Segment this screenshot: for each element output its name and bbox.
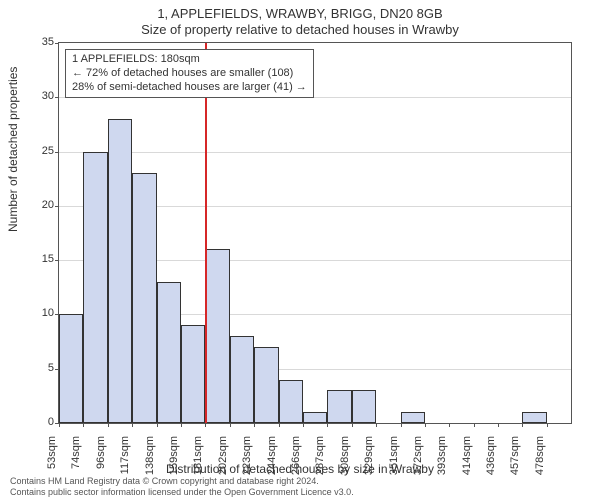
x-tick-mark — [132, 423, 133, 427]
footer-line2: Contains public sector information licen… — [10, 487, 354, 498]
x-tick-label: 351sqm — [388, 436, 400, 496]
y-tick-label: 35 — [14, 36, 54, 48]
x-tick-mark — [59, 423, 60, 427]
x-tick-label: 159sqm — [168, 436, 180, 496]
x-tick-label: 244sqm — [266, 436, 278, 496]
histogram-bar — [108, 119, 132, 423]
annotation-line2: ← 72% of detached houses are smaller (10… — [72, 67, 307, 81]
x-tick-mark — [254, 423, 255, 427]
x-tick-label: 96sqm — [95, 436, 107, 496]
y-tick-label: 0 — [14, 416, 54, 428]
x-tick-label: 53sqm — [46, 436, 58, 496]
x-tick-label: 181sqm — [192, 436, 204, 496]
y-tick-label: 25 — [14, 145, 54, 157]
x-tick-mark — [522, 423, 523, 427]
annotation-box: 1 APPLEFIELDS: 180sqm ← 72% of detached … — [65, 49, 314, 98]
x-tick-label: 436sqm — [485, 436, 497, 496]
x-tick-mark — [205, 423, 206, 427]
y-tick-mark — [55, 43, 59, 44]
footer-line1: Contains HM Land Registry data © Crown c… — [10, 476, 354, 487]
y-tick-mark — [55, 152, 59, 153]
x-tick-mark — [303, 423, 304, 427]
x-tick-label: 223sqm — [241, 436, 253, 496]
y-tick-mark — [55, 260, 59, 261]
chart-title-line2: Size of property relative to detached ho… — [0, 22, 600, 37]
y-tick-mark — [55, 206, 59, 207]
x-tick-mark — [376, 423, 377, 427]
reference-line — [205, 43, 207, 423]
x-tick-mark — [498, 423, 499, 427]
x-tick-mark — [547, 423, 548, 427]
plot-area: 1 APPLEFIELDS: 180sqm ← 72% of detached … — [58, 42, 572, 424]
chart-title-line1: 1, APPLEFIELDS, WRAWBY, BRIGG, DN20 8GB — [0, 6, 600, 21]
x-tick-label: 308sqm — [339, 436, 351, 496]
histogram-bar — [401, 412, 425, 423]
histogram-bar — [157, 282, 181, 423]
x-tick-mark — [425, 423, 426, 427]
histogram-bar — [83, 152, 107, 423]
x-tick-mark — [327, 423, 328, 427]
x-tick-label: 414sqm — [461, 436, 473, 496]
x-tick-label: 287sqm — [314, 436, 326, 496]
y-tick-label: 30 — [14, 90, 54, 102]
x-tick-mark — [108, 423, 109, 427]
histogram-bar — [279, 380, 303, 423]
x-tick-label: 138sqm — [144, 436, 156, 496]
x-tick-mark — [352, 423, 353, 427]
gridline — [59, 152, 571, 153]
x-tick-label: 457sqm — [509, 436, 521, 496]
x-tick-label: 393sqm — [436, 436, 448, 496]
x-tick-label: 202sqm — [217, 436, 229, 496]
y-tick-mark — [55, 97, 59, 98]
x-tick-label: 372sqm — [412, 436, 424, 496]
x-tick-mark — [83, 423, 84, 427]
x-tick-mark — [474, 423, 475, 427]
annotation-line1: 1 APPLEFIELDS: 180sqm — [72, 53, 307, 67]
x-tick-label: 266sqm — [290, 436, 302, 496]
histogram-bar — [59, 314, 83, 423]
footer-text: Contains HM Land Registry data © Crown c… — [10, 476, 354, 498]
histogram-bar — [522, 412, 546, 423]
y-tick-label: 15 — [14, 253, 54, 265]
x-tick-label: 478sqm — [534, 436, 546, 496]
histogram-bar — [205, 249, 229, 423]
x-tick-label: 117sqm — [119, 436, 131, 496]
y-tick-label: 5 — [14, 362, 54, 374]
x-tick-mark — [449, 423, 450, 427]
annotation-line3: 28% of semi-detached houses are larger (… — [72, 81, 307, 95]
x-tick-mark — [157, 423, 158, 427]
histogram-bar — [327, 390, 351, 423]
histogram-bar — [181, 325, 205, 423]
histogram-bar — [254, 347, 278, 423]
x-tick-mark — [181, 423, 182, 427]
chart-container: 1, APPLEFIELDS, WRAWBY, BRIGG, DN20 8GB … — [0, 0, 600, 500]
x-tick-label: 74sqm — [70, 436, 82, 496]
histogram-bar — [352, 390, 376, 423]
x-tick-mark — [279, 423, 280, 427]
histogram-bar — [303, 412, 327, 423]
histogram-bar — [132, 173, 156, 423]
histogram-bar — [230, 336, 254, 423]
x-tick-mark — [230, 423, 231, 427]
y-tick-label: 10 — [14, 307, 54, 319]
y-tick-label: 20 — [14, 199, 54, 211]
x-tick-mark — [401, 423, 402, 427]
x-tick-label: 329sqm — [363, 436, 375, 496]
